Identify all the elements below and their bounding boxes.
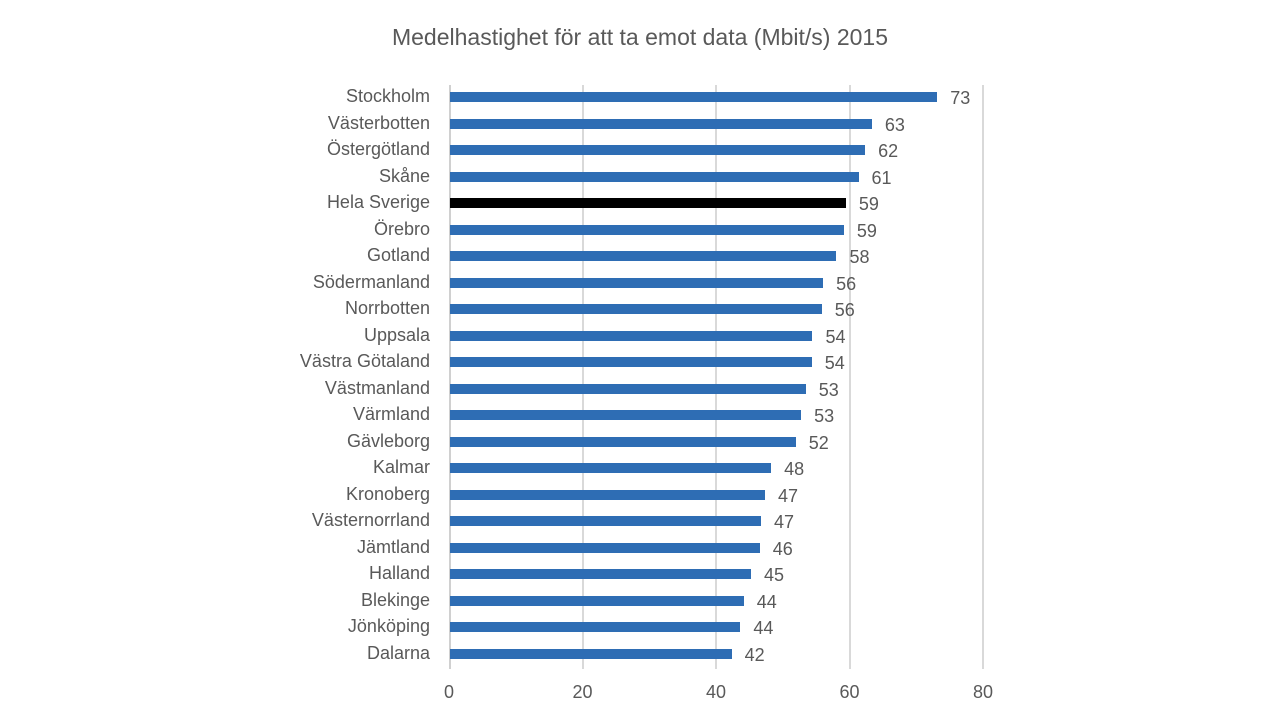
category-label: Gotland bbox=[366, 245, 430, 266]
bar bbox=[450, 463, 772, 474]
value-label: 59 bbox=[858, 194, 879, 215]
value-label: 53 bbox=[818, 379, 839, 400]
y-axis-line bbox=[449, 85, 451, 669]
value-label: 59 bbox=[856, 220, 877, 241]
bar bbox=[450, 595, 744, 606]
value-label: 73 bbox=[950, 88, 971, 108]
category-label: Västerbotten bbox=[327, 112, 430, 133]
bar bbox=[450, 118, 872, 129]
x-tick-label: 80 bbox=[972, 682, 994, 702]
value-label: 48 bbox=[784, 459, 805, 480]
value-label: 54 bbox=[824, 353, 845, 374]
bar bbox=[450, 224, 844, 235]
bar bbox=[450, 171, 859, 182]
category-label: Västra Götaland bbox=[299, 351, 430, 372]
bar bbox=[450, 542, 760, 553]
category-label: Örebro bbox=[373, 218, 430, 239]
value-label: 46 bbox=[772, 538, 793, 559]
value-label: 44 bbox=[756, 591, 777, 612]
category-label: Jämtland bbox=[356, 536, 430, 557]
x-tick-label: 60 bbox=[839, 682, 860, 702]
value-label: 52 bbox=[808, 432, 829, 453]
gridline bbox=[848, 85, 851, 669]
value-label: 42 bbox=[744, 644, 765, 665]
value-label: 53 bbox=[814, 406, 835, 427]
gridline bbox=[581, 85, 584, 669]
plot-area bbox=[449, 85, 984, 669]
bar bbox=[450, 145, 866, 156]
x-tick-label: 0 bbox=[443, 682, 454, 702]
chart-title: Medelhastighet för att ta emot data (Mbi… bbox=[391, 24, 889, 50]
category-label: Västernorrland bbox=[311, 510, 430, 531]
value-label: 56 bbox=[836, 273, 857, 294]
x-tick-label: 20 bbox=[572, 682, 593, 702]
value-label: 62 bbox=[878, 141, 899, 162]
bar bbox=[450, 251, 837, 262]
category-label: Halland bbox=[368, 563, 430, 584]
category-label: Kronoberg bbox=[345, 483, 430, 504]
bar-highlight bbox=[450, 198, 846, 209]
bar bbox=[450, 277, 824, 288]
value-label: 63 bbox=[884, 114, 905, 135]
category-label: Hela Sverige bbox=[326, 192, 430, 213]
value-label: 44 bbox=[753, 618, 774, 639]
category-label: Västmanland bbox=[324, 377, 430, 398]
category-label: Skåne bbox=[378, 165, 430, 186]
category-label: Stockholm bbox=[345, 86, 430, 106]
bar bbox=[450, 516, 762, 527]
value-label: 54 bbox=[825, 326, 846, 347]
value-label: 61 bbox=[871, 167, 892, 188]
category-label: Gävleborg bbox=[346, 430, 430, 451]
bar bbox=[450, 436, 796, 447]
category-label: Östergötland bbox=[326, 139, 430, 160]
value-label: 47 bbox=[774, 512, 795, 533]
value-label: 47 bbox=[778, 485, 799, 506]
value-label: 58 bbox=[849, 247, 870, 268]
category-label: Värmland bbox=[352, 404, 430, 425]
bar bbox=[450, 304, 822, 315]
bar bbox=[450, 622, 741, 633]
category-label: Blekinge bbox=[360, 589, 430, 610]
bar bbox=[450, 489, 766, 500]
bar bbox=[450, 569, 752, 580]
bar bbox=[450, 410, 802, 421]
gridline bbox=[715, 85, 717, 669]
category-label: Norrbotten bbox=[344, 298, 430, 319]
bar bbox=[450, 383, 806, 394]
category-label: Uppsala bbox=[363, 324, 430, 345]
bar bbox=[450, 92, 938, 102]
bar bbox=[450, 330, 813, 341]
bar bbox=[450, 357, 812, 368]
category-label: Jönköping bbox=[347, 616, 430, 637]
value-label: 45 bbox=[764, 565, 785, 586]
bar bbox=[450, 648, 732, 659]
x-tick-label: 40 bbox=[705, 682, 727, 702]
value-label: 56 bbox=[834, 300, 855, 321]
category-label: Dalarna bbox=[366, 642, 430, 663]
category-label: Kalmar bbox=[372, 457, 430, 478]
category-label: Södermanland bbox=[312, 271, 430, 292]
gridline bbox=[982, 85, 984, 669]
